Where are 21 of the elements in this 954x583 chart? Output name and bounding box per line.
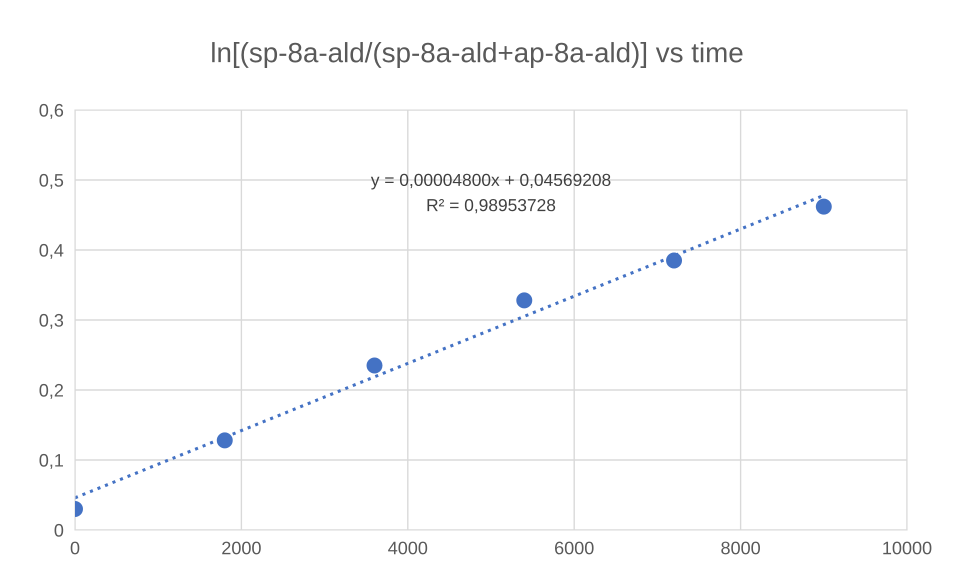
point	[516, 292, 532, 308]
point	[666, 252, 682, 268]
point	[366, 358, 382, 374]
y-tick-label: 0,4	[39, 244, 64, 259]
x-tick-label: 2000	[222, 542, 261, 554]
chart-title: ln[(sp-8a-ald/(sp-8a-ald+ap-8a-ald)] vs time	[212, 42, 742, 68]
annotation: y = 0,00004800x + 0,04569208	[370, 174, 610, 190]
point	[816, 198, 832, 215]
x-tick-label: 4000	[388, 542, 428, 554]
annotation: R² = 0,98953728	[428, 198, 556, 214]
y-tick-label: 0,3	[39, 314, 64, 329]
y-tick-label: 0	[54, 524, 64, 537]
y-tick-label: 0,1	[39, 454, 64, 469]
point	[216, 432, 233, 448]
x-tick-label: 6000	[555, 542, 594, 554]
x-tick-label: 0	[70, 542, 80, 554]
y-tick-label: 0,5	[39, 174, 64, 189]
x-tick-label: 8000	[721, 542, 760, 554]
y-tick-label: 0,2	[39, 384, 63, 399]
y-tick-label: 0,6	[39, 104, 64, 119]
x-tick-label: 10000	[883, 542, 932, 554]
